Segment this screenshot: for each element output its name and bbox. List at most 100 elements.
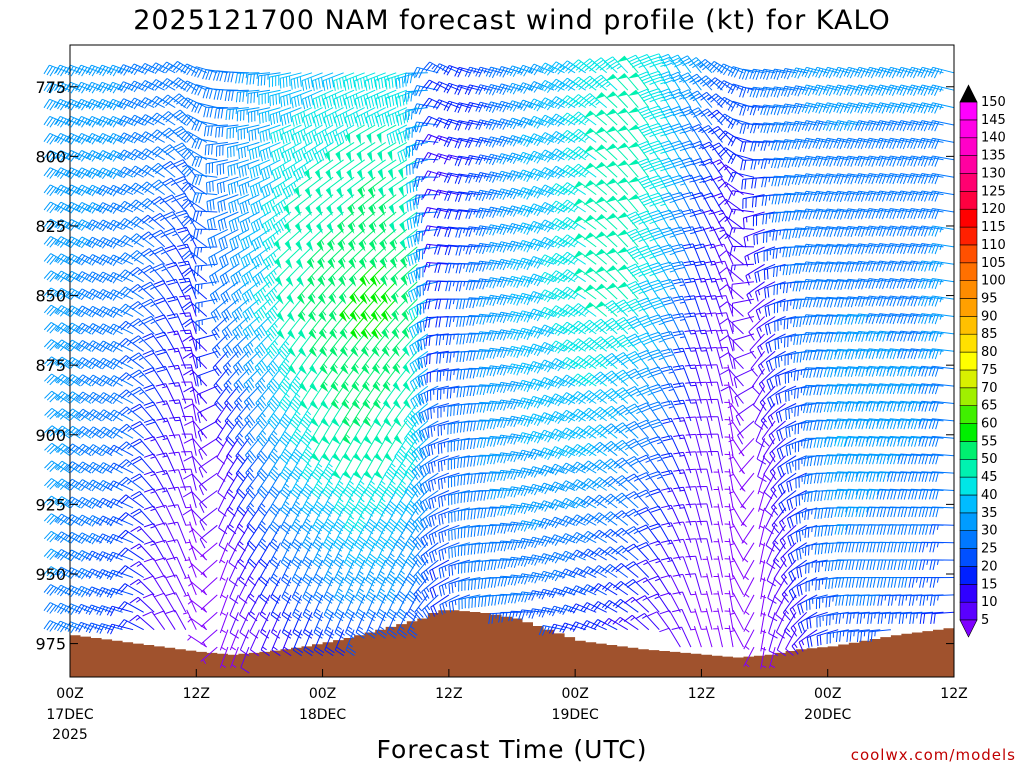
wind-barb — [193, 263, 218, 277]
wind-barb — [326, 211, 344, 234]
wind-barb — [216, 159, 239, 176]
wind-barb — [268, 472, 281, 500]
wind-barb — [231, 298, 250, 323]
wind-barb — [117, 547, 144, 561]
wind-barb — [181, 398, 197, 421]
wind-barb — [200, 611, 218, 630]
terrain-fill — [70, 610, 954, 677]
wind-barb — [243, 350, 260, 376]
wind-barb — [213, 89, 239, 100]
wind-barb — [741, 525, 755, 545]
wind-barb — [336, 211, 355, 234]
wind-barb — [265, 316, 281, 342]
wind-barb — [199, 524, 218, 549]
wind-barb — [377, 159, 397, 181]
wind-barb — [153, 297, 176, 317]
wind-barb — [239, 211, 260, 233]
wind-barb — [315, 176, 334, 199]
wind-barb — [96, 306, 123, 318]
wind-barb — [724, 590, 734, 613]
wind-barb — [249, 629, 260, 657]
wind-barb — [286, 281, 302, 305]
wind-barb — [267, 403, 281, 430]
wind-barb — [345, 612, 356, 639]
wind-barb — [390, 281, 408, 305]
wind-barb — [300, 420, 314, 447]
wind-barb — [228, 194, 250, 214]
wind-barb — [637, 280, 660, 300]
wind-barb — [246, 525, 260, 552]
wind-barb — [219, 612, 229, 634]
wind-barb — [54, 201, 81, 214]
wind-barb — [141, 298, 166, 317]
wind-barb — [156, 452, 176, 474]
colorbar-min-triangle — [959, 619, 978, 638]
colorbar-swatch — [959, 101, 978, 121]
wind-barb — [199, 490, 218, 514]
wind-barb — [930, 611, 955, 624]
colorbar-swatch — [959, 566, 978, 585]
wind-barb — [180, 114, 208, 126]
wind-barb — [229, 594, 239, 622]
wind-barb — [181, 233, 208, 248]
wind-barb — [393, 385, 408, 410]
wind-barb — [729, 557, 744, 578]
credit-link[interactable]: coolwx.com/models — [851, 746, 1016, 764]
y-tick-label: 925 — [35, 495, 66, 514]
wind-barb — [85, 184, 113, 197]
wind-barb — [395, 525, 408, 552]
wind-barb — [251, 228, 271, 252]
wind-barb — [295, 246, 313, 270]
wind-barb — [292, 141, 313, 164]
wind-barb — [376, 594, 388, 622]
wind-barb — [118, 389, 145, 404]
wind-barb — [369, 263, 387, 287]
wind-barb — [273, 211, 292, 235]
wind-barb — [140, 264, 166, 283]
wind-barb — [181, 433, 197, 456]
colorbar-swatch — [959, 351, 978, 371]
wind-barb — [758, 507, 766, 530]
wind-barb — [278, 368, 292, 395]
wind-barb — [371, 333, 387, 358]
wind-barb — [44, 390, 71, 404]
wind-barb — [347, 194, 366, 217]
wind-barb — [394, 490, 409, 517]
wind-barb — [239, 594, 250, 622]
wind-barb — [391, 298, 408, 322]
wind-barb — [659, 123, 681, 143]
wind-barb — [660, 209, 681, 230]
wind-barb — [106, 64, 134, 77]
wind-barb — [248, 577, 260, 604]
wind-barb — [106, 480, 134, 491]
wind-barb — [680, 140, 702, 161]
wind-barb — [303, 124, 323, 146]
wind-barb — [321, 438, 334, 463]
wind-barb — [229, 629, 239, 651]
wind-barb — [130, 352, 155, 370]
wind-barb — [733, 350, 755, 370]
wind-barb — [301, 72, 323, 91]
wind-barb — [263, 263, 281, 289]
wind-barb — [793, 368, 818, 381]
wind-barb — [192, 228, 218, 240]
wind-barb — [791, 85, 818, 97]
wind-barb — [659, 157, 681, 178]
wind-barb — [758, 490, 766, 512]
wind-barb — [382, 385, 397, 410]
wind-barb — [231, 281, 250, 305]
wind-barb — [323, 577, 336, 604]
wind-barb — [170, 60, 197, 74]
wind-barb — [254, 350, 271, 376]
wind-barb — [261, 211, 281, 235]
wind-barb — [200, 629, 218, 647]
wind-barb — [153, 610, 176, 630]
colorbar-swatch — [959, 208, 978, 228]
wind-barb — [230, 263, 250, 287]
wind-barb — [929, 559, 955, 571]
wind-barb — [289, 403, 303, 430]
wind-barb — [117, 269, 144, 283]
y-tick-label: 850 — [35, 287, 66, 306]
wind-barb — [391, 316, 408, 340]
colorbar-label: 25 — [981, 542, 998, 557]
